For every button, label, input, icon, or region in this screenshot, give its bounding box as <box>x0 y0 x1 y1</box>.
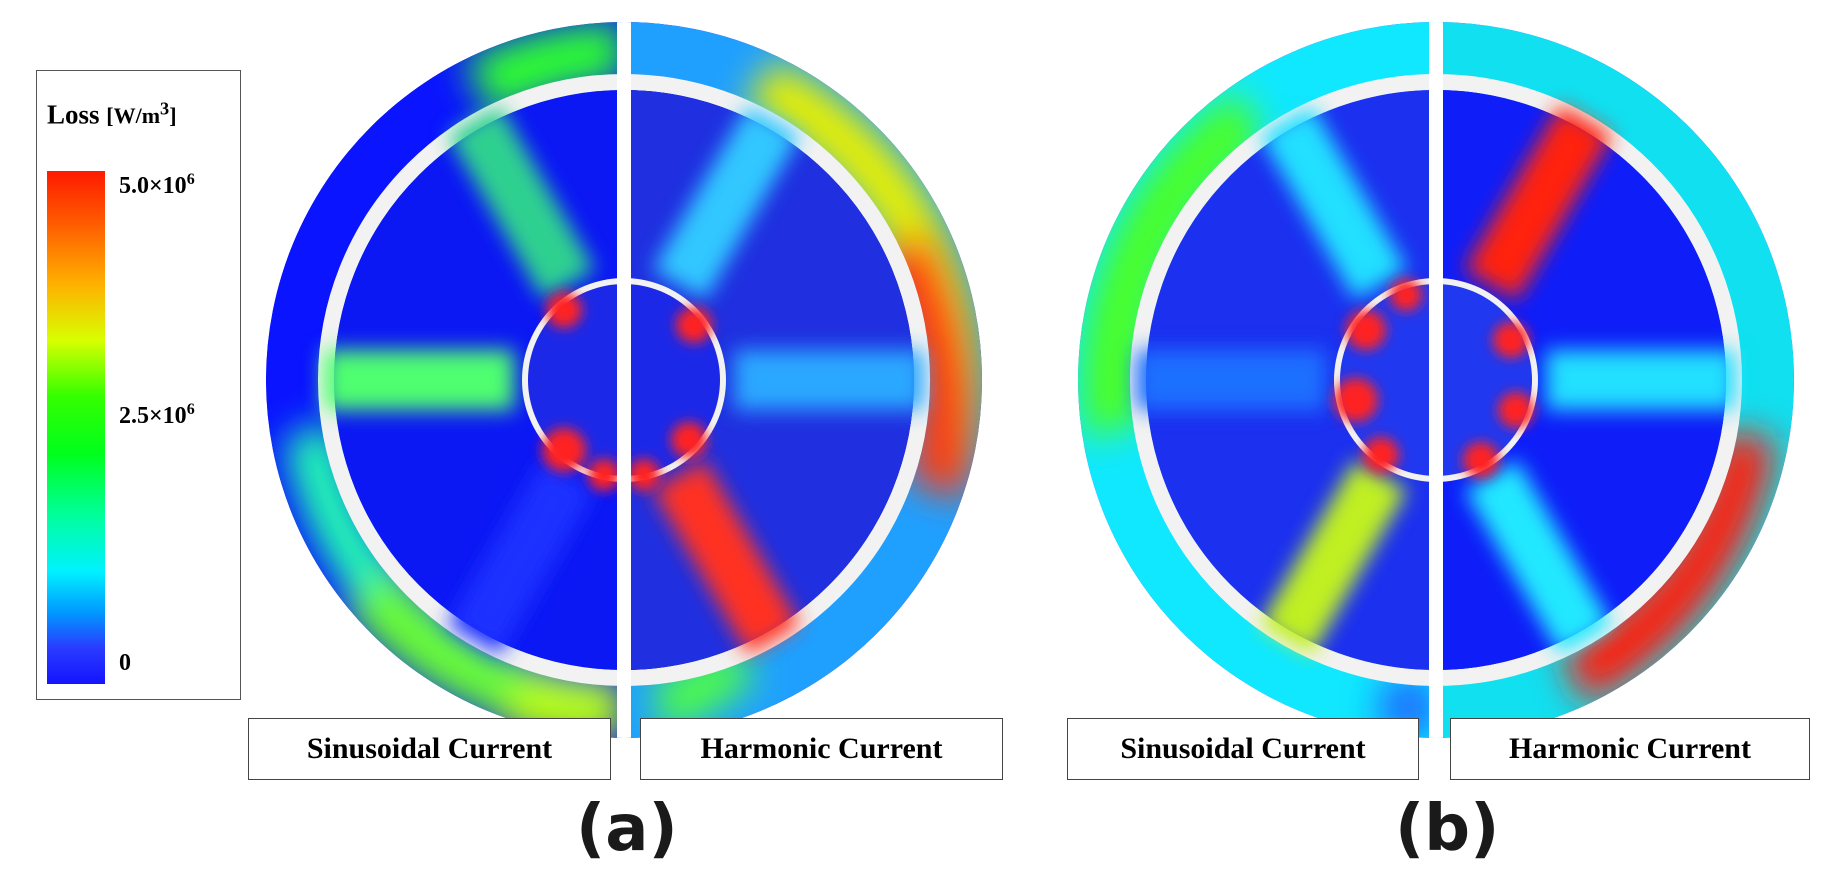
legend-unit-suffix: ] <box>169 103 177 129</box>
legend-tick-mid-exponent: 6 <box>186 401 195 418</box>
caption-b-sinusoidal: Sinusoidal Current <box>1067 718 1419 780</box>
caption-a-harmonic: Harmonic Current <box>640 718 1003 780</box>
motor-b <box>1078 22 1794 738</box>
motor-a <box>266 22 982 738</box>
legend-title: Loss [W/m3] <box>47 99 177 130</box>
legend-colorbar <box>47 171 105 684</box>
legend-tick-max-mantissa: 5.0×10 <box>119 173 187 199</box>
legend-unit: [W/m3] <box>106 99 177 129</box>
caption-b-harmonic: Harmonic Current <box>1450 718 1810 780</box>
legend-title-text: Loss <box>47 99 100 130</box>
legend-unit-exponent: 3 <box>160 99 170 119</box>
legend-tick-mid-mantissa: 2.5×10 <box>119 403 187 429</box>
color-legend: Loss [W/m3] 5.0×106 2.5×106 0 <box>36 70 241 700</box>
legend-tick-mid: 2.5×106 <box>119 401 195 430</box>
legend-tick-max-exponent: 6 <box>186 171 195 188</box>
legend-tick-min-mantissa: 0 <box>119 650 131 676</box>
caption-a-sinusoidal: Sinusoidal Current <box>248 718 611 780</box>
legend-unit-prefix: [W/m <box>106 103 161 129</box>
legend-tick-min: 0 <box>119 648 131 677</box>
legend-tick-max: 5.0×106 <box>119 171 195 200</box>
panel-label-b: (b) <box>1395 792 1500 866</box>
panel-label-a: (a) <box>576 792 678 866</box>
